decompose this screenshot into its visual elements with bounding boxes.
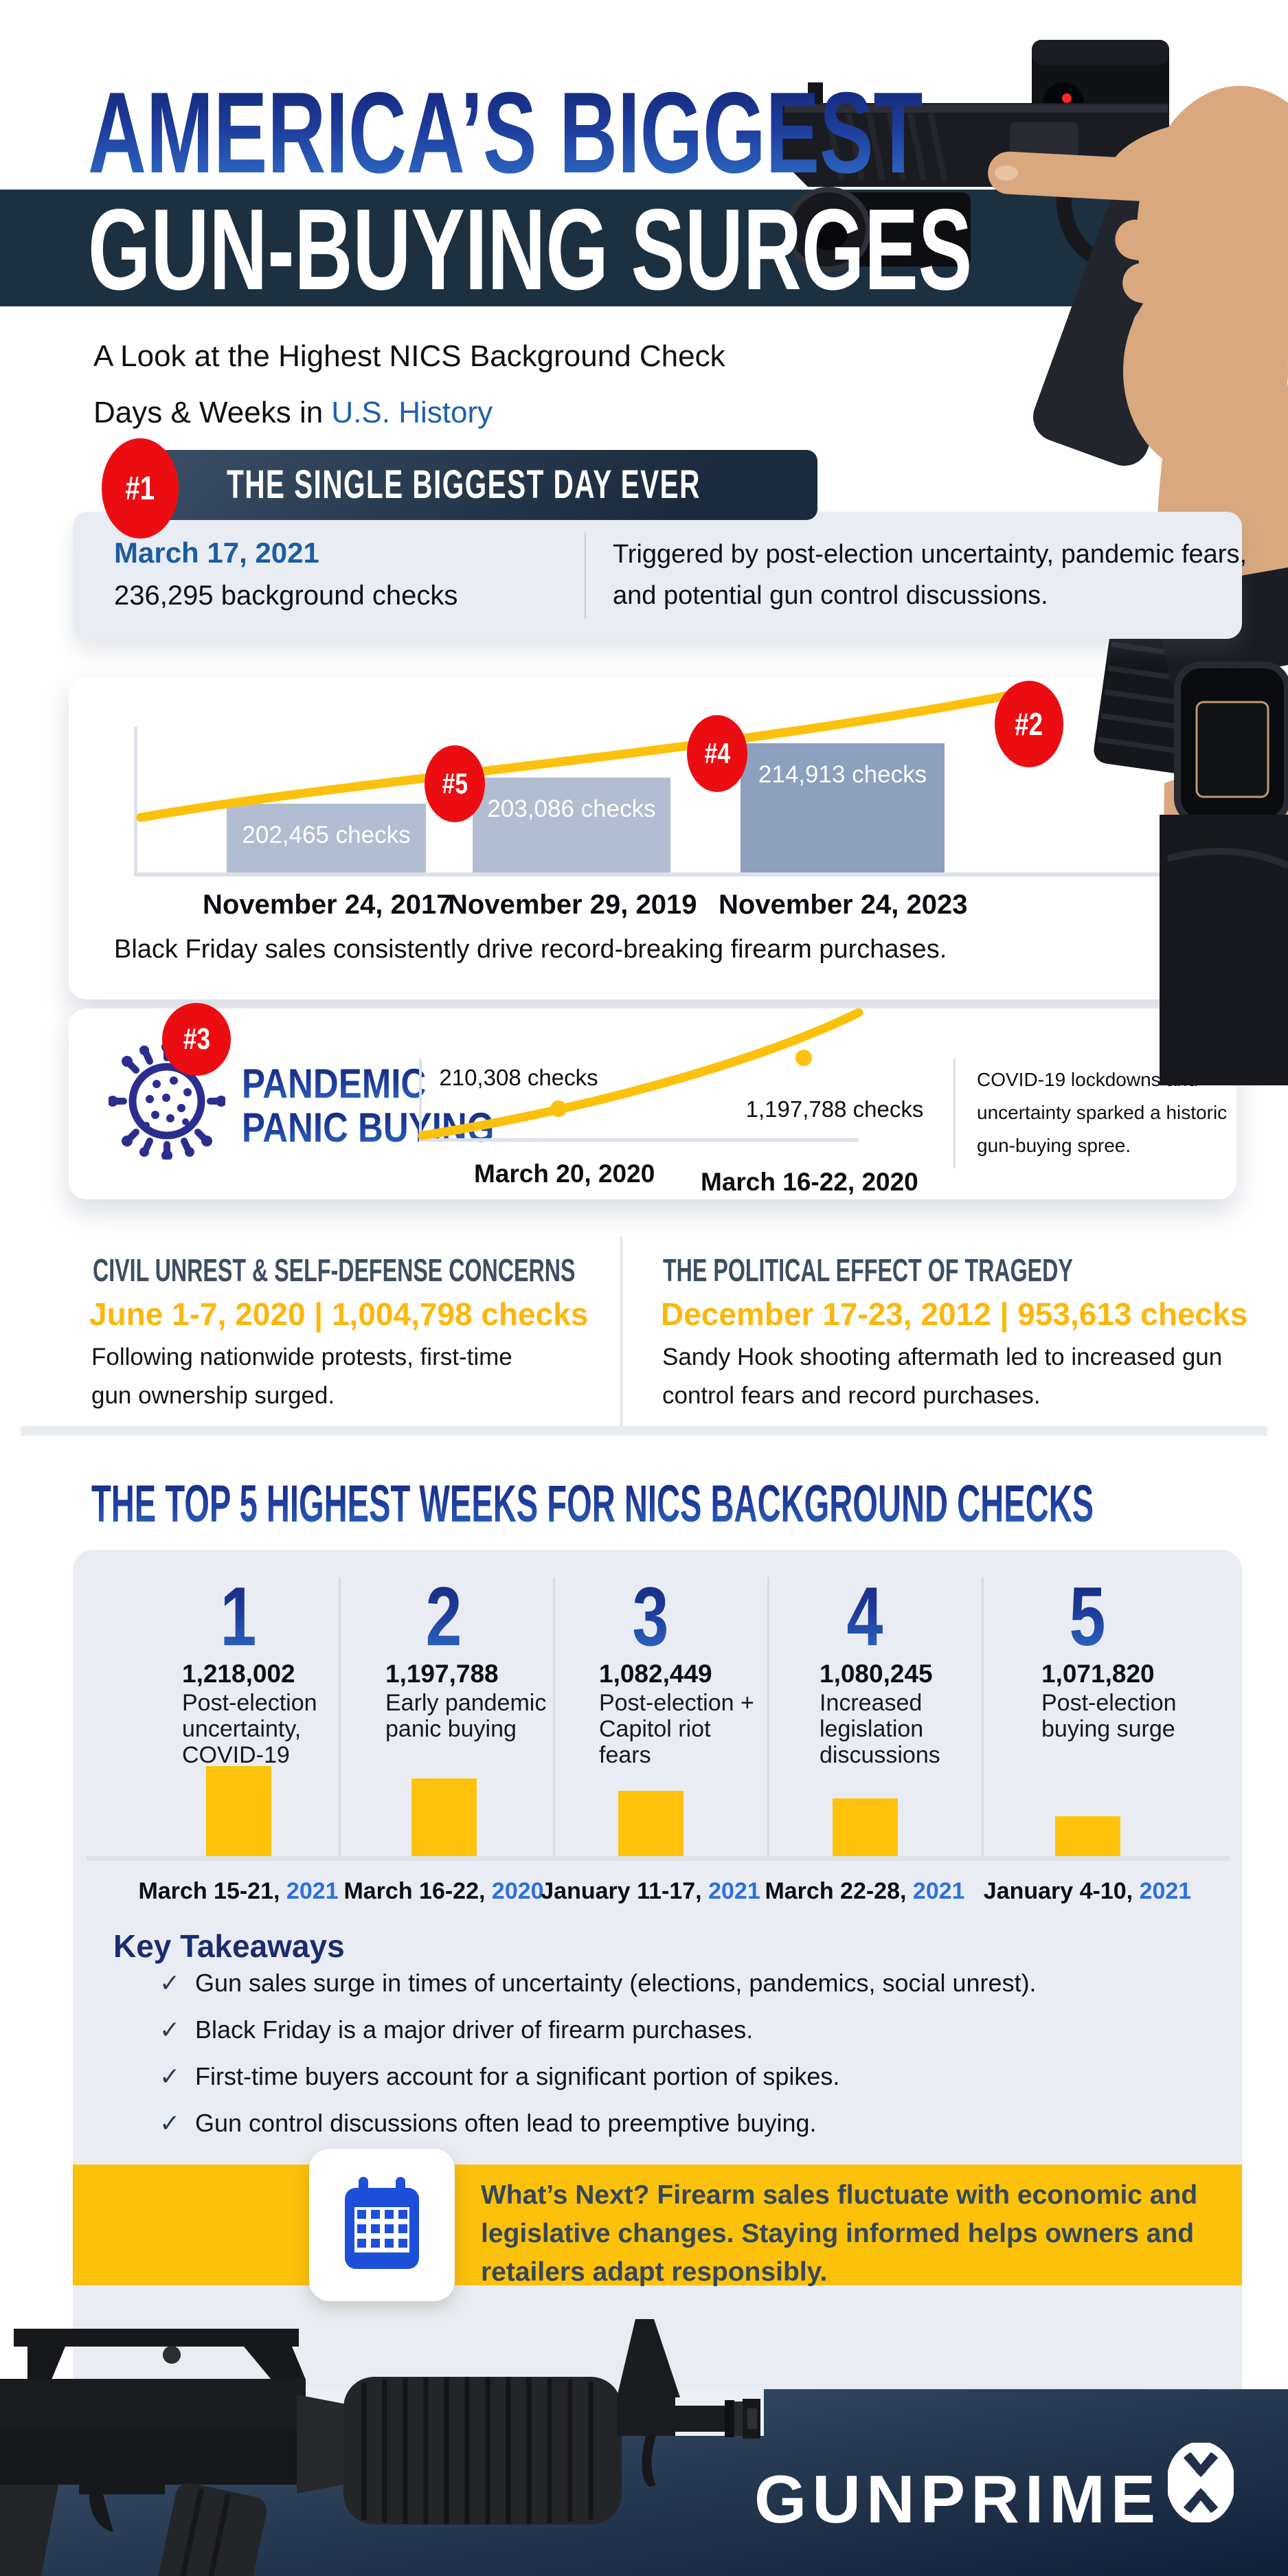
column-divider — [982, 1577, 984, 1860]
divider — [585, 532, 586, 619]
check-icon: ✓ — [159, 2109, 181, 2137]
point-label: 1,197,788 checks — [745, 1096, 924, 1122]
top5-bar-1 — [206, 1766, 271, 1859]
rank-number-1: 1 — [220, 1570, 257, 1663]
single-day-banner: THE SINGLE BIGGEST DAY EVER — [117, 450, 817, 520]
week-date: March 16-22, 2020 — [343, 1878, 544, 1904]
column-divider — [553, 1577, 555, 1860]
top5-bar-4 — [833, 1798, 898, 1859]
tragedy-stat: December 17-23, 2012 | 953,613 checks — [661, 1296, 1248, 1332]
whats-next-text: What’s Next? Firearm sales fluctuate wit… — [481, 2180, 1198, 2287]
divider — [953, 1059, 956, 1168]
takeaway-item: ✓ Black Friday is a major driver of firea… — [159, 2015, 754, 2044]
civil-unrest-heading: CIVIL UNREST & SELF-DEFENSE CONCERNS — [93, 1252, 576, 1288]
single-day-description: Triggered by post-election uncertainty, … — [613, 540, 1247, 610]
black-friday-bar-2019: 203,086 checks — [473, 778, 670, 872]
bar-baseline — [87, 1856, 1230, 1861]
y-axis — [134, 727, 137, 875]
rank-number-2: 2 — [425, 1570, 462, 1663]
week-value: 1,082,449 — [599, 1660, 712, 1688]
single-day-banner-title: THE SINGLE BIGGEST DAY EVER — [227, 462, 701, 507]
black-friday-caption: Black Friday sales consistently drive re… — [114, 935, 947, 964]
rank-number-4: 4 — [846, 1570, 883, 1663]
divider — [620, 1236, 622, 1433]
trend-line — [136, 691, 1011, 822]
civil-unrest-stat: June 1-7, 2020 | 1,004,798 checks — [89, 1296, 589, 1332]
tragedy-description: Sandy Hook shooting aftermath led to inc… — [662, 1344, 1223, 1409]
single-day-date: March 17, 2021 — [114, 536, 319, 569]
bar-value-label: 202,465 checks — [242, 822, 411, 848]
black-friday-chart-card: 202,465 checks 203,086 checks 214,913 ch… — [69, 677, 1236, 999]
rank-number-3: 3 — [632, 1570, 669, 1663]
single-day-card: March 17, 2021 236,295 background checks… — [73, 512, 1247, 639]
week-value: 1,197,788 — [385, 1660, 499, 1688]
bar-value-label: 203,086 checks — [487, 795, 656, 822]
bar-date: November 24, 2023 — [719, 890, 968, 920]
top5-bar-2 — [411, 1778, 477, 1859]
tragedy-heading: THE POLITICAL EFFECT OF TRAGEDY — [663, 1252, 1073, 1288]
check-icon: ✓ — [159, 2062, 181, 2090]
calendar-icon — [345, 2177, 419, 2269]
week-description: Post-election uncertainty, COVID-19 — [182, 1690, 317, 1768]
rank-badge-3: #3 — [162, 1003, 231, 1076]
check-icon: ✓ — [159, 2015, 181, 2044]
rifle-photo — [0, 2319, 760, 2576]
pandemic-description: COVID-19 lockdowns and uncertainty spark… — [977, 1069, 1228, 1156]
pandemic-card: #3 PANDEMIC PANIC BUYING 210,308 checks … — [69, 1003, 1236, 1199]
week-description: Post-election buying surge — [1041, 1690, 1177, 1742]
week-description: Increased legislation discussions — [820, 1690, 940, 1768]
rank-badge-4: #4 — [687, 715, 747, 792]
pandemic-trend-line — [418, 1008, 863, 1140]
week-description: Post-election + Capitol riot fears — [599, 1690, 754, 1768]
main-title-line1: AMERICA’S BIGGEST — [88, 68, 923, 197]
takeaway-item: ✓ Gun control discussions often lead to p… — [159, 2109, 817, 2137]
point-date: March 16-22, 2020 — [701, 1168, 918, 1196]
top5-heading: THE TOP 5 HIGHEST WEEKS FOR NICS BACKGRO… — [91, 1475, 1094, 1533]
whats-next-strip — [73, 2165, 1242, 2285]
subtitle-highlight: U.S. History — [331, 396, 493, 429]
bar-date: November 29, 2019 — [448, 890, 697, 920]
black-friday-bar-2023: 214,913 checks — [741, 743, 945, 872]
single-day-stat: 236,295 background checks — [114, 580, 458, 611]
civil-unrest-description: Following nationwide protests, first-tim… — [91, 1344, 512, 1409]
brand-logo-icon — [1168, 2443, 1234, 2522]
week-value: 1,080,245 — [820, 1660, 933, 1688]
rank-number-5: 5 — [1069, 1570, 1106, 1663]
mini-x-axis — [419, 1138, 859, 1142]
column-divider — [767, 1577, 769, 1860]
check-icon: ✓ — [159, 1969, 181, 1997]
key-takeaways-title: Key Takeaways — [113, 1928, 345, 1964]
mini-y-axis — [419, 1059, 422, 1140]
top5-bar-5 — [1055, 1816, 1120, 1859]
black-friday-bar-2017: 202,465 checks — [227, 804, 426, 872]
week-date: March 22-28, 2021 — [765, 1878, 965, 1904]
rank-badge-2: #2 — [995, 681, 1063, 767]
brand-logo-text: GUNPRIME — [754, 2461, 1162, 2537]
section-divider — [21, 1426, 1267, 1436]
takeaway-item: ✓ Gun sales surge in times of uncertainty… — [159, 1969, 1037, 1997]
pistol-photo — [782, 40, 1288, 1085]
column-divider — [339, 1577, 341, 1860]
subtitle: A Look at the Highest NICS Background Ch… — [93, 328, 725, 441]
main-title-line2: GUN-BUYING SURGES — [88, 185, 973, 314]
week-date: January 11-17, 2021 — [541, 1878, 760, 1904]
point-label: 210,308 checks — [439, 1065, 598, 1090]
top5-bar-3 — [618, 1791, 683, 1859]
rank-badge-5: #5 — [425, 745, 485, 822]
subtitle-line1: A Look at the Highest NICS Background Ch… — [93, 339, 725, 373]
week-value: 1,071,820 — [1041, 1660, 1155, 1688]
rank-badge-1: #1 — [102, 438, 179, 539]
takeaway-item: ✓ First-time buyers account for a signifi… — [159, 2062, 840, 2090]
calendar-icon-box — [309, 2149, 455, 2301]
point-date: March 20, 2020 — [474, 1160, 655, 1188]
week-date: January 4-10, 2021 — [983, 1878, 1192, 1904]
bar-date: November 24, 2017 — [203, 890, 452, 920]
week-value: 1,218,002 — [182, 1660, 295, 1688]
week-date: March 15-21, 2021 — [138, 1878, 339, 1904]
x-axis — [134, 872, 1203, 877]
bar-value-label: 214,913 checks — [758, 761, 927, 788]
week-description: Early pandemic panic buying — [385, 1690, 547, 1742]
subtitle-line2: Days & Weeks in — [93, 396, 332, 429]
